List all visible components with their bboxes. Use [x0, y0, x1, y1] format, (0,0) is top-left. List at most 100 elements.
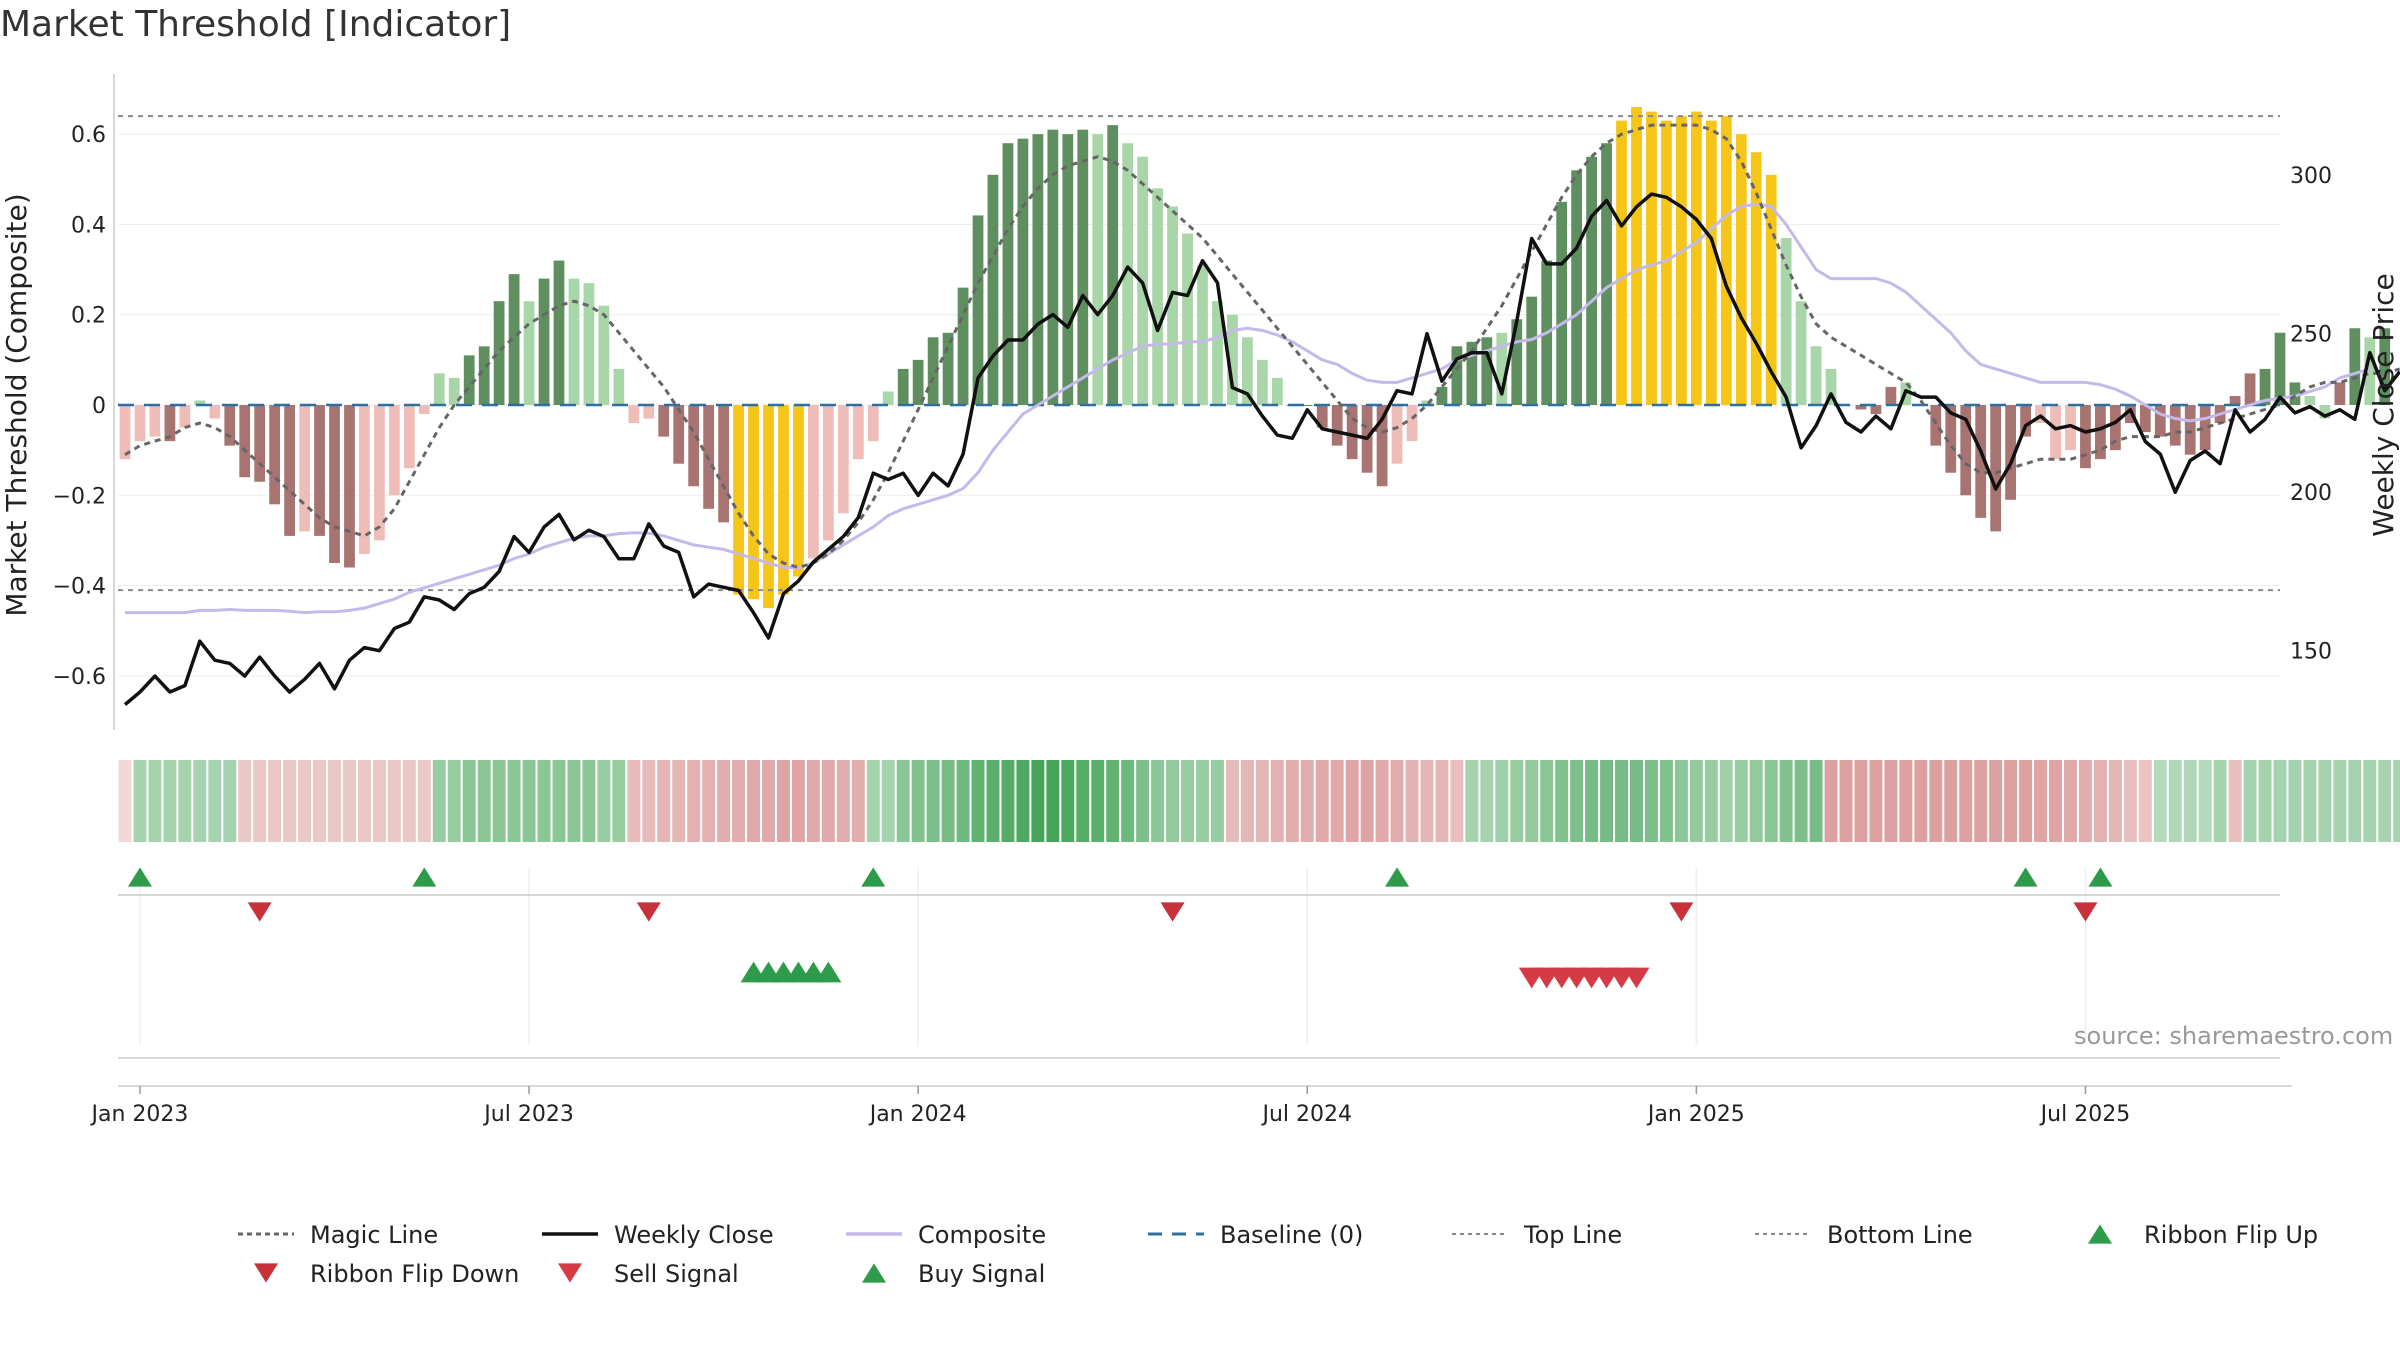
ribbon-flip-up-marker	[127, 867, 152, 887]
ribbon-flip-up-marker	[1385, 867, 1410, 887]
threshold-bar	[1122, 143, 1134, 405]
threshold-bar	[1376, 405, 1388, 487]
threshold-bar	[2319, 405, 2331, 419]
legend-swatch	[254, 1263, 278, 1283]
threshold-bar	[329, 405, 340, 563]
ribbon-segment	[1510, 760, 1524, 842]
threshold-bar	[1616, 120, 1627, 405]
ribbon-segment	[1315, 760, 1329, 842]
threshold-bar	[164, 405, 176, 442]
ribbon-segment	[776, 760, 790, 842]
threshold-bar	[1481, 337, 1493, 405]
threshold-bar	[2139, 405, 2151, 433]
threshold-bar	[2154, 405, 2166, 437]
threshold-bar	[718, 405, 729, 523]
threshold-bar	[1152, 188, 1163, 405]
ribbon-segment	[2138, 760, 2152, 842]
legend-label: Baseline (0)	[1220, 1221, 1363, 1249]
threshold-bar	[374, 405, 385, 541]
ribbon-segment	[881, 760, 895, 842]
ribbon-segment	[1525, 760, 1539, 842]
ribbon-segment	[2378, 760, 2392, 842]
threshold-bar	[2184, 405, 2196, 455]
threshold-bar	[1661, 120, 1672, 405]
ribbon-segment	[702, 760, 716, 842]
ribbon-segment	[492, 760, 506, 842]
ribbon-segment	[791, 760, 805, 842]
ribbon-segment	[1016, 760, 1030, 842]
x-tick-label: Jul 2024	[1260, 1102, 1352, 1127]
ribbon-segment	[2258, 760, 2272, 842]
ribbon-segment	[1390, 760, 1404, 842]
legend-label: Buy Signal	[918, 1260, 1045, 1288]
ribbon-segment	[687, 760, 701, 842]
threshold-bar	[344, 405, 355, 568]
ribbon-segment	[2108, 760, 2122, 842]
ribbon-flip-down-marker	[1160, 902, 1185, 922]
threshold-bar	[2229, 395, 2241, 405]
y-tick-label-left: 0.4	[71, 213, 106, 238]
x-tick-label: Jul 2023	[482, 1102, 574, 1127]
threshold-bar	[1062, 134, 1074, 405]
ribbon-segment	[223, 760, 237, 842]
threshold-bar	[1107, 125, 1119, 405]
threshold-bar	[1586, 156, 1597, 405]
threshold-bar	[852, 405, 864, 460]
threshold-bar	[912, 359, 924, 405]
ribbon-segment	[2198, 760, 2212, 842]
ribbon-flip-down-marker	[247, 902, 272, 922]
threshold-bar	[194, 400, 206, 405]
ribbon-segment	[1719, 760, 1733, 842]
ribbon-segment	[1435, 760, 1449, 842]
ribbon-flip-up-marker	[861, 867, 886, 887]
threshold-bar	[673, 405, 685, 464]
ribbon-segment	[941, 760, 955, 842]
y-label-left-group: Market Threshold (Composite)	[0, 193, 33, 616]
ribbon-segment	[2303, 760, 2317, 842]
threshold-bar	[972, 215, 984, 405]
ribbon-segment	[1330, 760, 1344, 842]
y-label-right-group: Weekly Close Price	[2367, 273, 2400, 536]
threshold-bar	[2304, 395, 2316, 405]
threshold-bar	[1032, 134, 1044, 405]
threshold-bar	[1750, 152, 1762, 405]
ribbon-segment	[193, 760, 207, 842]
ribbon-segment	[567, 760, 581, 842]
ribbon-segment	[2123, 760, 2137, 842]
threshold-bar	[1227, 314, 1238, 405]
ribbon-segment	[717, 760, 731, 842]
threshold-bar	[2095, 405, 2106, 460]
ribbon-segment	[806, 760, 820, 842]
legend-label: Sell Signal	[614, 1260, 739, 1288]
threshold-bar	[822, 405, 834, 541]
ribbon-segment	[1106, 760, 1120, 842]
ribbon-segment	[133, 760, 147, 842]
threshold-bar	[1960, 405, 1972, 496]
ribbon-segment	[2168, 760, 2182, 842]
ribbon-segment	[1749, 760, 1763, 842]
ribbon-segment	[2213, 760, 2227, 842]
threshold-bar	[553, 260, 565, 405]
y-tick-label-left: −0.2	[53, 484, 106, 509]
threshold-bar	[808, 405, 819, 559]
threshold-bar	[897, 368, 909, 405]
ribbon-segment	[851, 760, 865, 842]
threshold-bar	[2050, 405, 2061, 460]
legend-swatch	[862, 1263, 886, 1283]
legend-label: Ribbon Flip Up	[2144, 1221, 2318, 1249]
threshold-bar	[598, 305, 610, 405]
threshold-bar	[1780, 237, 1792, 405]
threshold-bar	[1346, 405, 1358, 460]
ribbon-segment	[537, 760, 551, 842]
threshold-bar	[1810, 346, 1822, 405]
ribbon-segment	[2183, 760, 2197, 842]
threshold-bar	[1870, 405, 1882, 415]
threshold-bar	[1705, 120, 1717, 405]
ribbon-segment	[642, 760, 656, 842]
threshold-bar	[2199, 405, 2211, 451]
ribbon-segment	[1555, 760, 1569, 842]
threshold-bar	[1466, 341, 1478, 405]
ribbon-flip-down-marker	[2073, 902, 2098, 922]
threshold-bar	[987, 174, 999, 405]
threshold-bar	[1017, 138, 1029, 406]
